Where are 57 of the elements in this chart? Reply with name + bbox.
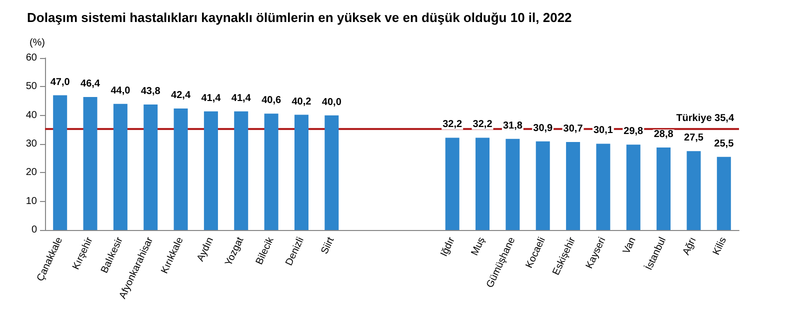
y-tick-label: 30	[26, 138, 38, 150]
bar	[294, 114, 308, 230]
y-axis-title: (%)	[29, 38, 45, 48]
data-label: 27,5	[684, 132, 704, 144]
bar	[264, 114, 278, 230]
data-label: 32,2	[472, 119, 493, 130]
y-tick-label: 10	[26, 196, 38, 207]
x-tick-label: Ağrı	[681, 236, 699, 257]
y-tick-label: 50	[26, 81, 38, 92]
bar	[476, 138, 490, 230]
bar	[204, 111, 218, 230]
data-label: 47,0	[50, 76, 70, 88]
bar	[686, 151, 701, 230]
y-tick-label: 20	[26, 167, 38, 178]
data-label: 28,8	[654, 128, 674, 140]
bar	[234, 111, 248, 230]
y-tick-label: 60	[26, 52, 38, 64]
bar	[626, 144, 640, 230]
bar	[113, 104, 128, 230]
bar	[324, 115, 339, 230]
data-label: 41,4	[201, 92, 222, 104]
bar	[656, 147, 671, 230]
bar	[445, 138, 460, 230]
data-label: 31,8	[502, 120, 523, 132]
data-label: 44,0	[110, 85, 131, 96]
data-label: 41,4	[231, 92, 252, 104]
data-label: 30,7	[563, 123, 584, 134]
data-label: 32,2	[442, 119, 463, 130]
x-tick-label: Kilis	[711, 236, 729, 257]
bar	[536, 141, 550, 230]
x-tick-label: Iğdır	[438, 235, 458, 258]
bar	[174, 108, 188, 230]
y-tick-label: 40	[26, 110, 38, 121]
data-label: 29,8	[624, 126, 644, 138]
data-label: 43,8	[140, 86, 161, 97]
data-label: 42,4	[171, 90, 191, 101]
bar	[144, 104, 158, 230]
bar	[716, 156, 731, 230]
ref-line-label: Türkiye 35,4	[676, 113, 734, 124]
x-tick-label: Muş	[470, 236, 488, 258]
data-label: 40,6	[262, 95, 282, 106]
y-tick-label: 0	[31, 224, 38, 236]
data-label: 30,1	[593, 125, 614, 136]
x-tick-label: Aydın	[195, 236, 216, 264]
data-label: 46,4	[80, 78, 100, 90]
bar	[53, 95, 68, 230]
bar	[596, 144, 610, 230]
data-label: 25,5	[714, 138, 734, 150]
x-tick-label: Van	[621, 236, 638, 256]
data-label: 30,9	[533, 122, 554, 134]
bar	[566, 142, 580, 230]
x-tick-label: Siirt	[319, 235, 337, 256]
bar	[83, 96, 98, 230]
bar	[506, 138, 520, 230]
chart-title: Dolaşım sistemi hastalıkları kaynaklı ölümlerin en yüksek ve en düşük olduğu 10 il, 2022	[27, 10, 572, 25]
data-label: 40,2	[292, 96, 312, 108]
data-label: 40,0	[322, 96, 342, 108]
